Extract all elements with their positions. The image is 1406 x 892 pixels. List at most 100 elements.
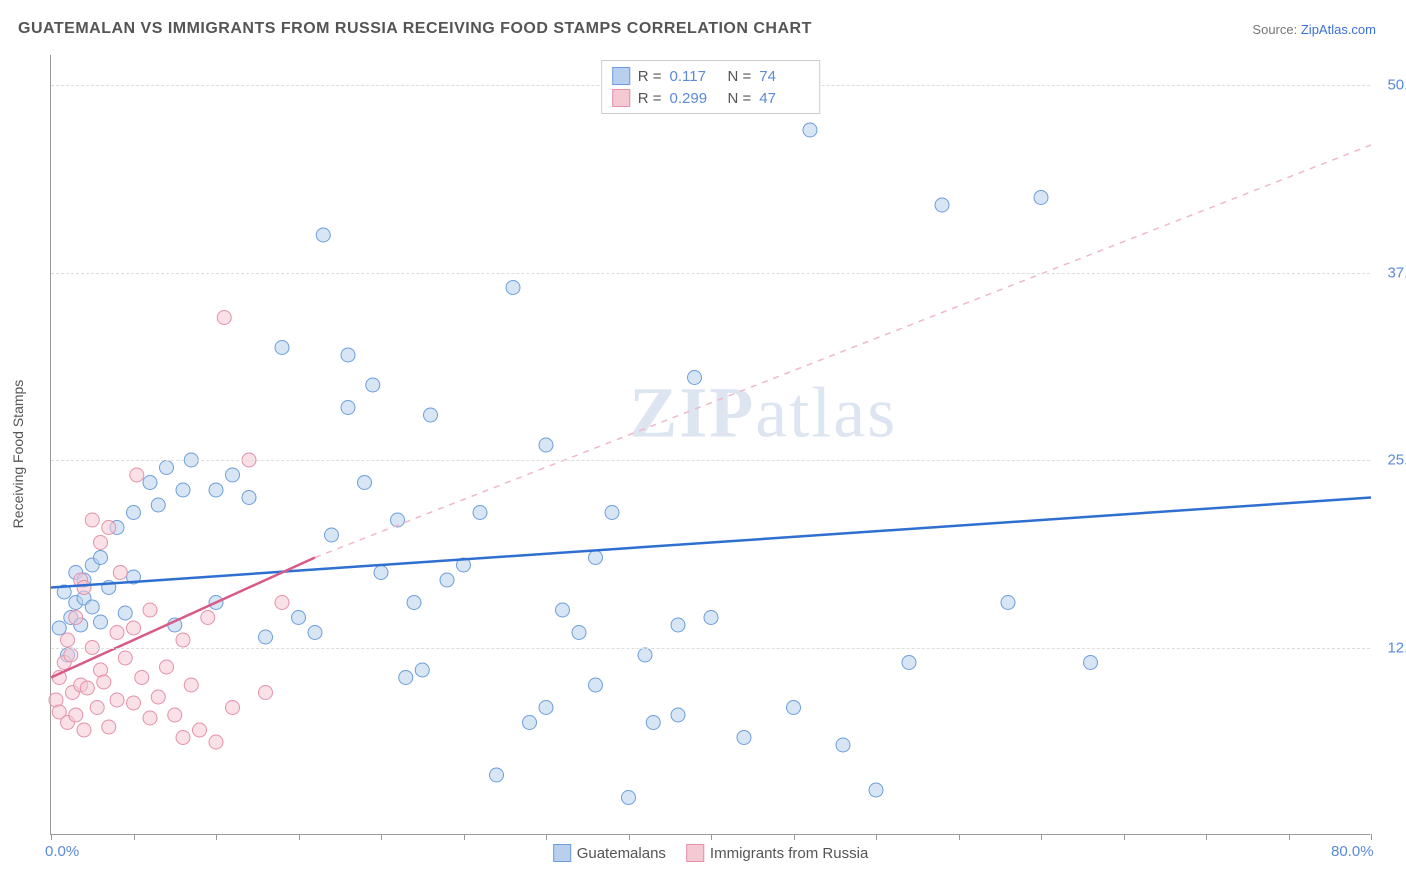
data-point <box>94 536 108 550</box>
x-tick <box>1289 834 1290 840</box>
data-point <box>539 701 553 715</box>
source-attribution: Source: ZipAtlas.com <box>1252 22 1376 37</box>
data-point <box>374 566 388 580</box>
x-tick <box>1041 834 1042 840</box>
data-point <box>737 731 751 745</box>
legend-stats-row-1: R = 0.117 N = 74 <box>612 65 810 87</box>
data-point <box>622 791 636 805</box>
data-point <box>539 438 553 452</box>
data-point <box>688 371 702 385</box>
gridline <box>51 273 1370 274</box>
data-point <box>77 581 91 595</box>
data-point <box>341 401 355 415</box>
data-point <box>64 648 78 662</box>
swatch-series-1b <box>553 844 571 862</box>
r-label: R = <box>638 68 662 85</box>
data-point <box>605 506 619 520</box>
data-point <box>127 696 141 710</box>
data-point <box>316 228 330 242</box>
x-tick <box>464 834 465 840</box>
data-point <box>366 378 380 392</box>
data-point <box>102 720 116 734</box>
data-point <box>94 615 108 629</box>
plot-area: R = 0.117 N = 74 R = 0.299 N = 47 ZIPatl… <box>50 55 1370 835</box>
data-point <box>1084 656 1098 670</box>
y-tick-label: 25.0% <box>1387 452 1406 469</box>
x-tick <box>629 834 630 840</box>
x-tick <box>546 834 547 840</box>
legend-label-2: Immigrants from Russia <box>710 845 868 862</box>
data-point <box>646 716 660 730</box>
data-point <box>325 528 339 542</box>
legend-label-1: Guatemalans <box>577 845 666 862</box>
data-point <box>556 603 570 617</box>
gridline <box>51 460 1370 461</box>
data-point <box>275 341 289 355</box>
n-value-2: 47 <box>759 90 809 107</box>
data-point <box>80 681 94 695</box>
data-point <box>589 678 603 692</box>
data-point <box>127 506 141 520</box>
data-point <box>85 600 99 614</box>
data-point <box>209 735 223 749</box>
x-tick-label: 80.0% <box>1331 843 1374 860</box>
data-point <box>61 633 75 647</box>
x-tick <box>876 834 877 840</box>
x-tick <box>959 834 960 840</box>
data-point <box>151 498 165 512</box>
data-point <box>506 281 520 295</box>
r-value-1: 0.117 <box>670 68 720 85</box>
data-point <box>424 408 438 422</box>
data-point <box>226 701 240 715</box>
data-point <box>168 708 182 722</box>
y-tick-label: 50.0% <box>1387 77 1406 94</box>
data-point <box>176 633 190 647</box>
data-point <box>869 783 883 797</box>
trend-line <box>315 145 1371 558</box>
source-label: Source: <box>1252 22 1297 37</box>
data-point <box>160 660 174 674</box>
data-point <box>242 491 256 505</box>
trend-line <box>51 498 1371 588</box>
data-point <box>341 348 355 362</box>
x-tick-label: 0.0% <box>45 843 79 860</box>
x-tick <box>1206 834 1207 840</box>
data-point <box>209 483 223 497</box>
source-link[interactable]: ZipAtlas.com <box>1301 22 1376 37</box>
data-point <box>69 611 83 625</box>
r-label: R = <box>638 90 662 107</box>
data-point <box>201 611 215 625</box>
gridline <box>51 648 1370 649</box>
data-point <box>143 476 157 490</box>
data-point <box>638 648 652 662</box>
data-point <box>671 618 685 632</box>
data-point <box>902 656 916 670</box>
data-point <box>308 626 322 640</box>
data-point <box>358 476 372 490</box>
scatter-plot <box>51 55 1370 834</box>
data-point <box>787 701 801 715</box>
data-point <box>102 521 116 535</box>
data-point <box>440 573 454 587</box>
x-tick <box>134 834 135 840</box>
data-point <box>292 611 306 625</box>
data-point <box>184 678 198 692</box>
y-tick-label: 37.5% <box>1387 264 1406 281</box>
x-tick <box>711 834 712 840</box>
trend-line <box>51 558 315 678</box>
data-point <box>143 711 157 725</box>
legend-item-1: Guatemalans <box>553 844 666 862</box>
data-point <box>85 513 99 527</box>
data-point <box>90 701 104 715</box>
x-tick <box>216 834 217 840</box>
data-point <box>151 690 165 704</box>
x-tick <box>299 834 300 840</box>
data-point <box>415 663 429 677</box>
r-value-2: 0.299 <box>670 90 720 107</box>
data-point <box>77 723 91 737</box>
data-point <box>1034 191 1048 205</box>
data-point <box>118 651 132 665</box>
data-point <box>473 506 487 520</box>
x-tick <box>51 834 52 840</box>
x-tick <box>794 834 795 840</box>
